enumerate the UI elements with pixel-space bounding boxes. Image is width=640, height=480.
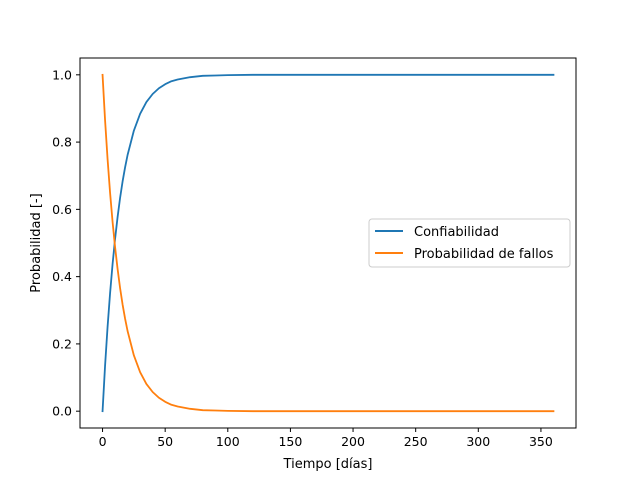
x-tick-label: 100 [216, 434, 240, 449]
x-axis-ticks: 0 50 100 150 200 250 300 350 [99, 428, 553, 449]
x-axis-label: Tiempo [días] [283, 457, 373, 472]
y-tick-label: 0.2 [52, 336, 72, 351]
y-axis-label: Probabilidad [-] [29, 193, 44, 292]
series-line-probabilidad-de-fallos [101, 73, 555, 413]
x-tick-label: 300 [466, 434, 490, 449]
x-tick-label: 200 [341, 434, 365, 449]
y-tick-label: 0.0 [52, 404, 72, 419]
legend-label-confiabilidad: Confiabilidad [414, 225, 499, 240]
x-tick-label: 150 [278, 434, 302, 449]
y-tick-label: 0.8 [52, 135, 72, 150]
y-axis-ticks: 0.0 0.2 0.4 0.6 0.8 1.0 [52, 67, 80, 419]
y-tick-label: 0.6 [52, 202, 72, 217]
x-tick-label: 350 [529, 434, 553, 449]
legend-box [368, 218, 571, 268]
legend: Confiabilidad Probabilidad de fallos [368, 218, 571, 268]
y-tick-label: 1.0 [52, 67, 72, 82]
x-tick-label: 250 [404, 434, 428, 449]
y-tick-label: 0.4 [52, 269, 72, 284]
x-tick-label: 50 [157, 434, 173, 449]
x-tick-label: 0 [99, 434, 107, 449]
legend-label-probabilidad-de-fallos: Probabilidad de fallos [414, 247, 554, 262]
series-lines [101, 73, 555, 413]
